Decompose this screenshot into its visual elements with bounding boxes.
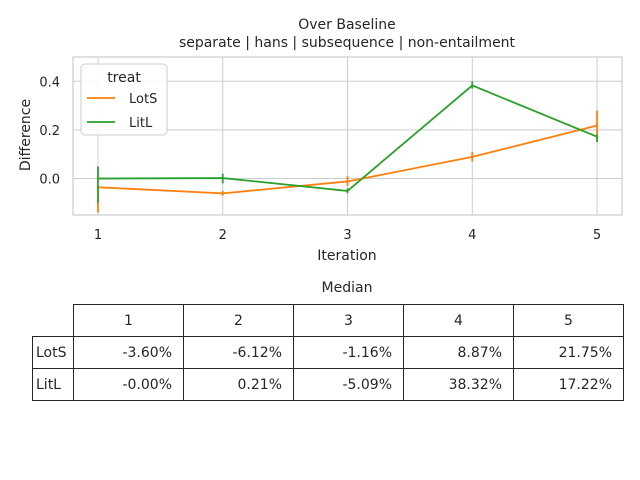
data-point <box>471 84 474 87</box>
y-tick-label: 0.2 <box>39 124 60 139</box>
table-col-header: 4 <box>403 304 514 337</box>
x-tick-label: 4 <box>468 228 476 243</box>
data-point <box>595 135 599 138</box>
x-tick-label: 1 <box>94 228 102 243</box>
table-row: LotS -3.60% -6.12% -1.16% 8.87% 21.75% <box>32 336 624 369</box>
table-cell: -1.16% <box>293 336 404 369</box>
table-header-row: 1 2 3 4 5 <box>32 304 624 337</box>
legend-label: LotS <box>129 92 157 107</box>
y-tick-label: 0.4 <box>39 75 60 90</box>
data-point <box>471 155 474 159</box>
table-cell: -3.60% <box>73 336 184 369</box>
table-cell: 21.75% <box>513 336 624 369</box>
y-tick-label: 0.0 <box>39 173 60 188</box>
table-col-header: 5 <box>513 304 624 337</box>
stats-table: 1 2 3 4 5 LotS -3.60% -6.12% -1.16% 8.87… <box>32 304 624 401</box>
table-row-header: LotS <box>32 336 74 369</box>
table-col-header: 1 <box>73 304 184 337</box>
table-cell: -6.12% <box>183 336 294 369</box>
x-tick-label: 3 <box>343 228 351 243</box>
data-point <box>221 192 224 195</box>
table-row: LitL -0.00% 0.21% -5.09% 38.32% 17.22% <box>32 368 624 401</box>
chart-title: Over Baseline <box>298 17 395 33</box>
data-point <box>346 180 349 183</box>
data-point <box>96 177 100 180</box>
legend-label: LitL <box>129 116 153 131</box>
x-axis-label: Iteration <box>317 248 376 264</box>
table-col-header: 2 <box>183 304 294 337</box>
table-title: Median <box>321 280 373 296</box>
table-col-header: 3 <box>293 304 404 337</box>
plot-frame <box>72 56 623 216</box>
x-tick-label: 2 <box>219 228 227 243</box>
plot-area: 1 2 3 4 5 0.0 0.2 0.4 treat LotS LitL <box>39 56 623 243</box>
table-corner <box>32 304 74 337</box>
table-cell: 8.87% <box>403 336 514 369</box>
chart-subtitle: separate | hans | subsequence | non-enta… <box>179 35 516 51</box>
table-cell: -5.09% <box>293 368 404 401</box>
x-tick-label: 5 <box>593 228 601 243</box>
y-axis-label: Difference <box>18 99 34 171</box>
data-point <box>346 189 349 193</box>
table-cell: 17.22% <box>513 368 624 401</box>
table-cell: 0.21% <box>183 368 294 401</box>
table-cell: -0.00% <box>73 368 184 401</box>
table-cell: 38.32% <box>403 368 514 401</box>
legend-title: treat <box>107 70 141 86</box>
table-row-header: LitL <box>32 368 74 401</box>
legend-box <box>80 63 168 136</box>
data-point <box>595 124 599 127</box>
data-point <box>221 176 224 180</box>
